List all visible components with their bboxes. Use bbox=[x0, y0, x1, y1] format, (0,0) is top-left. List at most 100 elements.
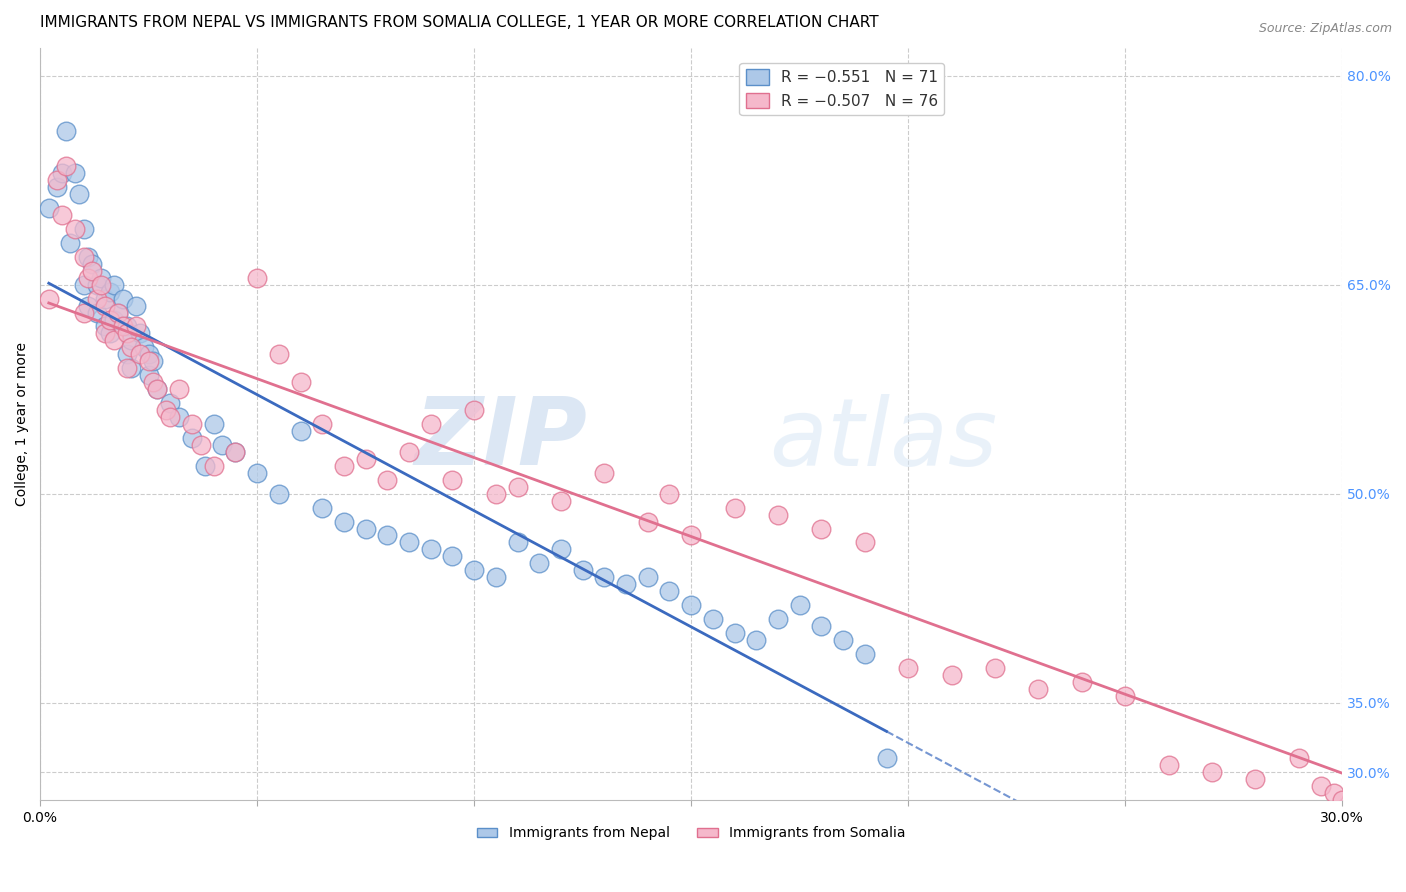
Point bbox=[181, 431, 204, 445]
Point bbox=[1244, 772, 1267, 787]
Point bbox=[745, 632, 768, 647]
Point bbox=[571, 563, 593, 577]
Point bbox=[120, 340, 142, 354]
Point bbox=[51, 208, 73, 222]
Point bbox=[211, 438, 233, 452]
Point bbox=[82, 264, 104, 278]
Point bbox=[681, 598, 703, 612]
Point bbox=[111, 292, 134, 306]
Point bbox=[120, 334, 142, 348]
Point bbox=[463, 563, 485, 577]
Point bbox=[398, 535, 420, 549]
Point bbox=[766, 508, 789, 522]
Point bbox=[267, 347, 290, 361]
Point bbox=[94, 319, 117, 334]
Point bbox=[134, 340, 156, 354]
Point bbox=[375, 473, 398, 487]
Point bbox=[46, 173, 69, 187]
Point bbox=[86, 277, 108, 292]
Point bbox=[38, 201, 60, 215]
Point bbox=[63, 166, 86, 180]
Point bbox=[723, 626, 745, 640]
Point bbox=[441, 549, 464, 564]
Point bbox=[115, 361, 138, 376]
Point bbox=[897, 661, 920, 675]
Point bbox=[194, 458, 217, 473]
Point bbox=[637, 570, 659, 584]
Point bbox=[614, 577, 637, 591]
Point bbox=[167, 410, 190, 425]
Point bbox=[98, 312, 121, 326]
Point bbox=[354, 451, 377, 466]
Point bbox=[63, 222, 86, 236]
Point bbox=[1288, 751, 1310, 765]
Point bbox=[86, 292, 108, 306]
Point bbox=[46, 180, 69, 194]
Legend: Immigrants from Nepal, Immigrants from Somalia: Immigrants from Nepal, Immigrants from S… bbox=[471, 821, 911, 846]
Point bbox=[138, 347, 160, 361]
Point bbox=[129, 326, 152, 341]
Point bbox=[419, 542, 441, 557]
Point bbox=[593, 466, 616, 480]
Point bbox=[202, 417, 225, 431]
Point bbox=[86, 305, 108, 319]
Point bbox=[593, 570, 616, 584]
Point bbox=[311, 500, 333, 515]
Point bbox=[72, 250, 94, 264]
Point bbox=[142, 354, 165, 368]
Text: IMMIGRANTS FROM NEPAL VS IMMIGRANTS FROM SOMALIA COLLEGE, 1 YEAR OR MORE CORRELA: IMMIGRANTS FROM NEPAL VS IMMIGRANTS FROM… bbox=[41, 15, 879, 30]
Point bbox=[550, 542, 572, 557]
Point bbox=[1157, 758, 1180, 772]
Point bbox=[246, 270, 269, 285]
Point bbox=[681, 528, 703, 542]
Point bbox=[832, 632, 855, 647]
Point bbox=[59, 235, 82, 250]
Point bbox=[120, 361, 142, 376]
Point bbox=[246, 466, 269, 480]
Point bbox=[702, 612, 724, 626]
Point bbox=[789, 598, 811, 612]
Point bbox=[1201, 765, 1223, 780]
Point bbox=[155, 403, 177, 417]
Point bbox=[82, 257, 104, 271]
Point bbox=[115, 326, 138, 341]
Point bbox=[107, 305, 129, 319]
Text: Source: ZipAtlas.com: Source: ZipAtlas.com bbox=[1258, 22, 1392, 36]
Point bbox=[129, 347, 152, 361]
Point bbox=[1070, 674, 1092, 689]
Point bbox=[853, 647, 876, 661]
Point bbox=[72, 277, 94, 292]
Point bbox=[124, 299, 146, 313]
Point bbox=[159, 396, 181, 410]
Point bbox=[485, 570, 508, 584]
Point bbox=[1396, 814, 1406, 828]
Point bbox=[190, 438, 212, 452]
Point bbox=[115, 347, 138, 361]
Point bbox=[67, 187, 90, 202]
Point bbox=[485, 486, 508, 500]
Point bbox=[159, 410, 181, 425]
Point bbox=[103, 277, 125, 292]
Point bbox=[76, 270, 98, 285]
Point bbox=[810, 619, 832, 633]
Point bbox=[984, 661, 1007, 675]
Point bbox=[1353, 800, 1375, 814]
Point bbox=[419, 417, 441, 431]
Point bbox=[146, 382, 169, 396]
Point bbox=[506, 480, 529, 494]
Point bbox=[658, 486, 681, 500]
Point bbox=[1114, 689, 1136, 703]
Point bbox=[1375, 807, 1398, 822]
Point bbox=[94, 326, 117, 341]
Text: ZIP: ZIP bbox=[415, 393, 588, 485]
Point bbox=[1331, 793, 1354, 807]
Point bbox=[766, 612, 789, 626]
Point bbox=[124, 319, 146, 334]
Point bbox=[290, 375, 312, 389]
Point bbox=[103, 334, 125, 348]
Point bbox=[72, 222, 94, 236]
Point bbox=[441, 473, 464, 487]
Point bbox=[167, 382, 190, 396]
Point bbox=[103, 312, 125, 326]
Point bbox=[90, 270, 112, 285]
